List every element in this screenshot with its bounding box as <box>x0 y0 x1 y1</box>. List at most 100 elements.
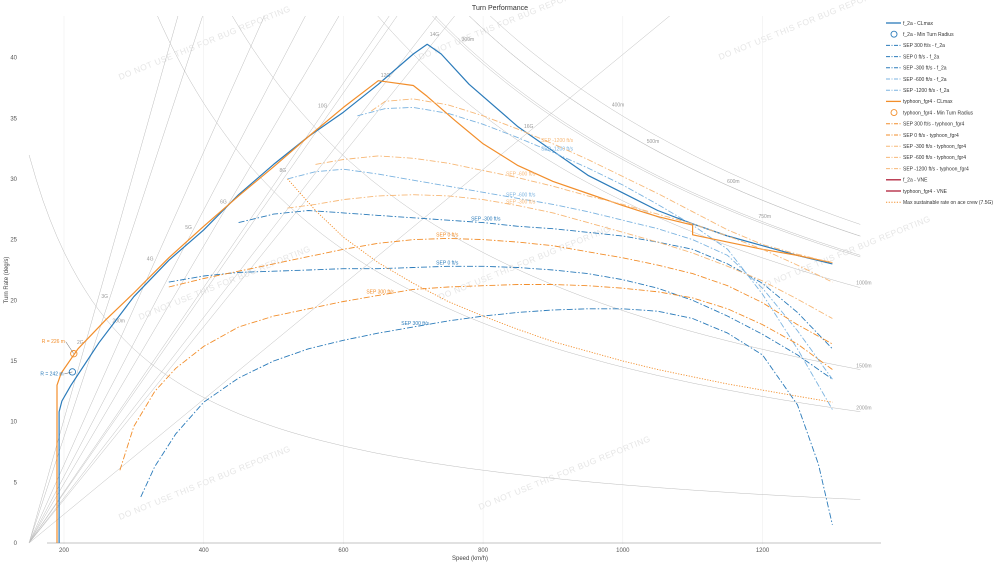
x-gridlines <box>63 16 763 544</box>
radius-label: 600m <box>727 179 740 185</box>
legend-item[interactable]: Max sustainable rate on ace crew (7.5G) <box>886 200 993 206</box>
legend-item[interactable]: f_2a - Min Turn Radius <box>890 30 954 38</box>
radius-line <box>489 16 861 225</box>
x-axis-title: Speed (km/h) <box>452 556 488 562</box>
x-tick-label: 1000 <box>616 548 630 554</box>
legend-label: f_2a - Min Turn Radius <box>903 32 954 38</box>
radius-label: 300m <box>462 37 475 43</box>
legend-item[interactable]: SEP 300 ft/s - f_2a <box>886 43 945 49</box>
radius-line <box>157 16 861 412</box>
legend-item[interactable]: SEP -1200 ft/s - f_2a <box>886 88 950 94</box>
legend-item[interactable]: SEP -1200 ft/s - typhoon_fgr4 <box>886 166 969 172</box>
legend-label: SEP -1200 ft/s - typhoon_fgr4 <box>903 166 969 172</box>
legend-swatch <box>890 30 898 38</box>
g-load-line <box>28 16 179 544</box>
legend-label: f_2a - VNE <box>903 178 928 184</box>
radius-label: 1500m <box>856 363 871 369</box>
sep-curve-label: SEP 300 ft/s <box>401 321 429 327</box>
legend-label: SEP -300 ft/s - typhoon_fgr4 <box>903 144 966 150</box>
radius-line <box>232 16 861 370</box>
legend-item[interactable]: SEP -300 ft/s - f_2a <box>886 66 947 72</box>
g-load-label: 14G <box>430 32 440 38</box>
legend-item[interactable]: SEP 0 ft/s - f_2a <box>886 54 940 60</box>
sep-curve-label: SEP -600 ft/s <box>506 172 536 178</box>
legend-label: Max sustainable rate on ace crew (7.5G) <box>903 200 993 206</box>
legend-label: SEP 300 ft/s - f_2a <box>903 43 945 49</box>
legend-label: typhoon_fgr4 - VNE <box>903 189 948 195</box>
sep-curve-label: SEP -1200 ft/s <box>541 146 574 152</box>
y-tick-label: 35 <box>10 116 17 122</box>
legend-label: SEP 0 ft/s - typhoon_fgr4 <box>903 133 959 139</box>
min-turn-radius-marker <box>68 368 77 376</box>
g-load-label: 4G <box>147 256 154 262</box>
radius-label: 1000m <box>856 281 871 287</box>
legend-label: SEP -600 ft/s - typhoon_fgr4 <box>903 155 966 161</box>
radius-line <box>469 16 861 237</box>
legend-item[interactable]: SEP -600 ft/s - typhoon_fgr4 <box>886 155 966 161</box>
series-line <box>287 168 833 380</box>
radius-label: 2000m <box>856 406 871 412</box>
legend-label: SEP 300 ft/s - typhoon_fgr4 <box>903 122 965 128</box>
y-tick-label: 30 <box>10 177 17 183</box>
watermark-layer: DO NOT USE THIS FOR BUG REPORTING DO NOT … <box>117 0 932 522</box>
g-load-label: 10G <box>318 104 328 110</box>
y-tick-label: 0 <box>14 541 18 547</box>
radius-line <box>468 16 861 237</box>
radius-label: 750m <box>759 214 772 220</box>
g-load-label: 5G <box>185 225 192 231</box>
g-load-label: 8G <box>280 168 287 174</box>
legend-item[interactable]: typhoon_fgr4 - CLmax <box>886 99 953 105</box>
legend-label: SEP 0 ft/s - f_2a <box>903 54 940 60</box>
legend-item[interactable]: f_2a - CLmax <box>886 21 934 27</box>
legend-swatch <box>890 109 898 117</box>
legend-item[interactable]: SEP 0 ft/s - typhoon_fgr4 <box>886 133 959 139</box>
legend-item[interactable]: typhoon_fgr4 - Min Turn Radius <box>890 109 974 117</box>
sep-curve-label: SEP 0 ft/s <box>436 260 459 266</box>
x-tick-label: 400 <box>199 548 210 554</box>
legend-item[interactable]: SEP -600 ft/s - f_2a <box>886 77 947 83</box>
legend-item[interactable]: SEP -300 ft/s - typhoon_fgr4 <box>886 144 966 150</box>
radius-line <box>377 16 861 288</box>
g-load-label: 12G <box>381 73 391 79</box>
y-tick-label: 5 <box>14 480 18 486</box>
axes: 200 400 600 800 1000 1200 0 5 10 15 20 25 30 35 40 <box>10 56 881 554</box>
series-line <box>238 210 833 350</box>
series-line <box>119 284 833 471</box>
series-line <box>168 265 833 380</box>
g-load-label: 6G <box>220 199 227 205</box>
radius-label: 500m <box>647 139 660 145</box>
x-tick-label: 600 <box>338 548 349 554</box>
legend-label: SEP -300 ft/s - f_2a <box>903 66 947 72</box>
watermark-text: DO NOT USE THIS FOR BUG REPORTING <box>717 0 892 62</box>
min-turn-radius-label: R = 242 m <box>40 371 63 377</box>
x-tick-label: 200 <box>59 548 70 554</box>
sep-curve-label: SEP 0 ft/s <box>436 232 459 238</box>
g-load-line <box>28 16 670 544</box>
legend-item[interactable]: f_2a - VNE <box>886 178 928 184</box>
radius-label: 400m <box>612 102 625 108</box>
y-tick-label: 40 <box>10 56 17 62</box>
y-tick-label: 20 <box>10 298 17 304</box>
annotation-leader <box>65 341 74 354</box>
legend-label: f_2a - CLmax <box>903 21 934 27</box>
legend-item[interactable]: typhoon_fgr4 - VNE <box>886 189 948 195</box>
legend-label: SEP -1200 ft/s - f_2a <box>903 88 950 94</box>
series-line <box>371 98 833 264</box>
legend-item[interactable]: SEP 300 ft/s - typhoon_fgr4 <box>886 122 965 128</box>
series-line <box>315 155 833 283</box>
y-tick-label: 15 <box>10 359 17 365</box>
g-load-line <box>28 16 455 544</box>
y-tick-label: 25 <box>10 238 17 244</box>
g-load-line <box>28 16 265 544</box>
g-load-line <box>28 16 306 544</box>
radius-label: 200m <box>112 318 125 324</box>
reference-labels: 2G 3G 4G 5G 6G 8G 10G 12G 14G 16G 200m 300m 400m 500m… <box>77 32 872 412</box>
series-line <box>357 106 833 410</box>
y-tick-label: 10 <box>10 420 17 426</box>
g-load-line <box>28 16 390 544</box>
legend[interactable]: f_2a - CLmax f_2a - Min Turn Radius SEP 30… <box>886 21 993 206</box>
g-load-label: 16G <box>524 124 534 130</box>
series-line <box>56 80 833 543</box>
